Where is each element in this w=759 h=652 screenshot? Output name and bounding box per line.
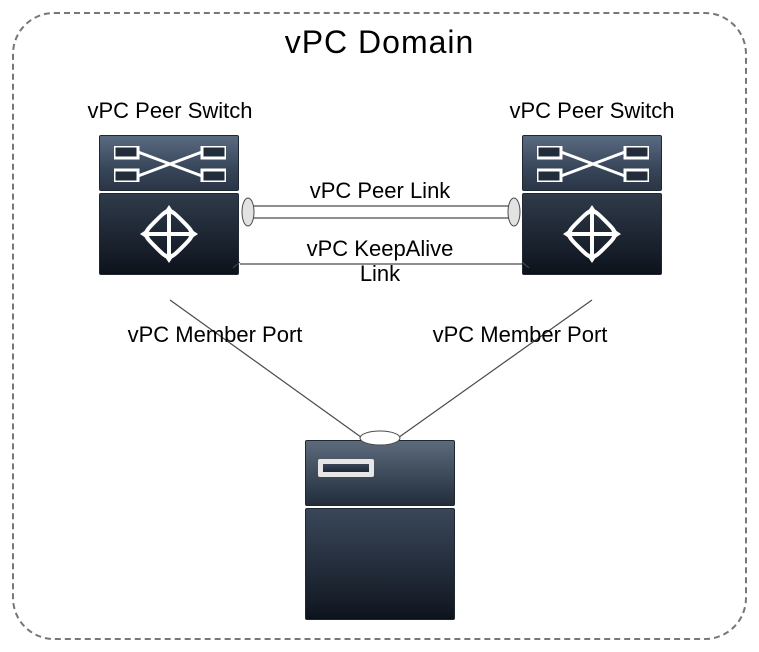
right-member-port-label: vPC Member Port xyxy=(400,322,640,348)
switch-top-panel xyxy=(99,135,239,191)
right-switch-label: vPC Peer Switch xyxy=(492,98,692,124)
server-bottom xyxy=(305,508,455,620)
left-member-port-label: vPC Member Port xyxy=(95,322,335,348)
keepalive-line1: vPC KeepAlive xyxy=(307,236,454,261)
switch-ports-icon xyxy=(114,146,226,182)
peer-link-label: vPC Peer Link xyxy=(280,178,480,204)
diagram-canvas: vPC Domain vPC Peer Switch vPC Peer Swit… xyxy=(0,0,759,652)
keepalive-link-label: vPC KeepAlive Link xyxy=(280,236,480,287)
server-drive-slot-icon xyxy=(318,459,374,477)
left-switch-label: vPC Peer Switch xyxy=(70,98,270,124)
switch-fabric-icon xyxy=(552,201,632,267)
switch-top-panel xyxy=(522,135,662,191)
downstream-server xyxy=(305,440,455,620)
keepalive-line2: Link xyxy=(360,261,400,286)
server-top xyxy=(305,440,455,506)
switch-fabric-icon xyxy=(129,201,209,267)
diagram-title: vPC Domain xyxy=(0,24,759,61)
switch-ports-icon xyxy=(537,146,649,182)
right-peer-switch xyxy=(522,135,662,275)
left-peer-switch xyxy=(99,135,239,275)
